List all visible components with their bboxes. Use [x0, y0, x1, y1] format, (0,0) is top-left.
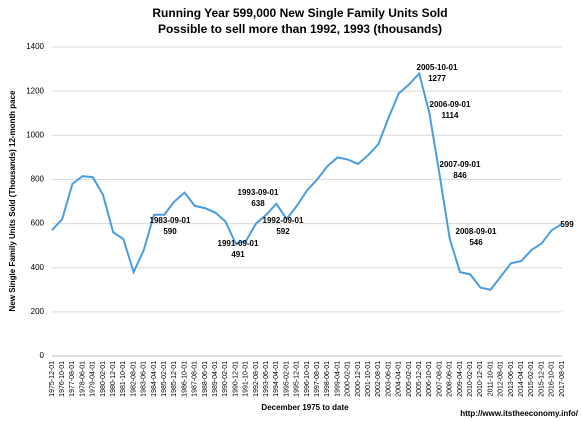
chart-subtitle: Possible to sell more than 1992, 1993 (t…	[158, 22, 442, 36]
x-tick-label: 1990-02-01	[222, 361, 229, 397]
x-tick-label: 1989-04-01	[212, 361, 219, 397]
x-tick-label: 1979-04-01	[90, 361, 97, 397]
x-tick-label: 1980-02-01	[100, 361, 107, 397]
annotation-date: 2005-10-01	[417, 63, 458, 72]
x-tick-label: 2008-06-01	[447, 361, 454, 397]
x-tick-label: 1986-10-01	[181, 361, 188, 397]
x-tick-label: 2000-02-01	[345, 361, 352, 397]
y-tick-label: 400	[31, 263, 45, 272]
x-tick-label: 1978-06-01	[79, 361, 86, 397]
annotation-date: 2008-09-01	[456, 227, 497, 236]
x-tick-label: 1983-06-01	[141, 361, 148, 397]
x-tick-label: 1996-10-01	[304, 361, 311, 397]
x-tick-label: 2010-02-01	[467, 361, 474, 397]
x-tick-label: 2003-06-01	[385, 361, 392, 397]
x-tick-label: 1985-12-01	[171, 361, 178, 397]
source: http://www.itstheeconomy.info/	[460, 409, 579, 418]
annotation-date: 1993-09-01	[238, 188, 279, 197]
x-tick-label: 2006-10-01	[426, 361, 433, 397]
x-tick-label: 2000-12-01	[355, 361, 362, 397]
x-tick-label: 2015-02-01	[528, 361, 535, 397]
annotation-value: 592	[276, 227, 290, 236]
x-tick-label: 2007-08-01	[436, 361, 443, 397]
x-tick-label: 1992-08-01	[253, 361, 260, 397]
x-tick-label: 2012-08-01	[498, 361, 505, 397]
x-tick-label: 2014-04-01	[518, 361, 525, 397]
x-tick-label: 1976-10-01	[59, 361, 66, 397]
y-tick-label: 1000	[26, 130, 44, 139]
y-tick-label: 600	[31, 219, 45, 228]
x-tick-label: 1994-04-01	[273, 361, 280, 397]
data-line	[51, 71, 563, 291]
annotation-date: 1992-09-01	[263, 216, 304, 225]
x-tick-label: 2009-04-01	[457, 361, 464, 397]
annotation-value: 846	[453, 171, 467, 180]
y-tick-label: 800	[31, 175, 45, 184]
x-tick-label: 2011-10-01	[487, 361, 494, 396]
x-tick-label: 1988-06-01	[202, 361, 209, 397]
x-tick-label: 2010-12-01	[477, 361, 484, 397]
y-tick-label: 1200	[26, 86, 44, 95]
x-tick-label: 2013-06-01	[508, 361, 515, 397]
x-tick-label: 1980-12-01	[110, 361, 117, 397]
x-tick-label: 1995-12-01	[294, 361, 301, 397]
annotation-value: 1277	[428, 74, 446, 83]
x-tick-label: 2005-12-01	[416, 361, 423, 397]
x-tick-label: 1993-06-01	[263, 361, 270, 397]
y-tick-label: 200	[31, 307, 45, 316]
annotation-date: 1983-09-01	[150, 216, 191, 225]
x-tick-label: 2001-10-01	[365, 361, 372, 397]
x-tick-label: 1977-08-01	[69, 361, 76, 397]
y-tick-label: 0	[40, 351, 45, 360]
x-tick-label: 1991-10-01	[243, 361, 250, 397]
x-tick-label: 2004-04-01	[396, 361, 403, 397]
annotation-value: 638	[251, 199, 265, 208]
y-tick-label: 1400	[26, 42, 44, 51]
annotation-value: 590	[163, 227, 177, 236]
x-axis-title: December 1975 to date	[261, 403, 349, 412]
x-tick-label: 1984-04-01	[151, 361, 158, 397]
x-tick-label: 2015-12-01	[538, 361, 545, 397]
x-tick-label: 2005-02-01	[406, 361, 413, 397]
x-tick-label: 1990-12-01	[232, 361, 239, 397]
annotation-value: 1114	[442, 111, 459, 120]
x-tick-label: 2017-08-01	[559, 361, 566, 397]
x-tick-label: 1975-12-01	[49, 361, 56, 397]
x-tick-label: 2002-08-01	[375, 361, 382, 397]
x-tick-label: 1999-04-01	[334, 361, 341, 397]
x-tick-label: 1995-02-01	[283, 361, 290, 397]
x-tick-label: 2016-10-01	[549, 361, 556, 397]
annotation-value: 599	[560, 220, 574, 229]
x-tick-label: 1997-08-01	[314, 361, 321, 397]
x-tick-label: 1985-02-01	[161, 361, 168, 397]
x-tick-label: 1982-08-01	[130, 361, 137, 397]
x-tick-label: 1981-10-01	[120, 361, 127, 397]
y-axis-title: New Single Family Units Sold (Thousands)…	[8, 90, 17, 311]
annotation-value: 546	[469, 238, 483, 247]
annotation-value: 491	[231, 250, 245, 259]
annotation-date: 2007-09-01	[440, 160, 481, 169]
annotation-date: 2006-09-01	[430, 100, 471, 109]
annotation-date: 1991-09-01	[218, 239, 259, 248]
chart-title: Running Year 599,000 New Single Family U…	[152, 6, 447, 20]
x-tick-label: 1998-06-01	[324, 361, 331, 397]
x-tick-label: 1987-08-01	[192, 361, 199, 397]
